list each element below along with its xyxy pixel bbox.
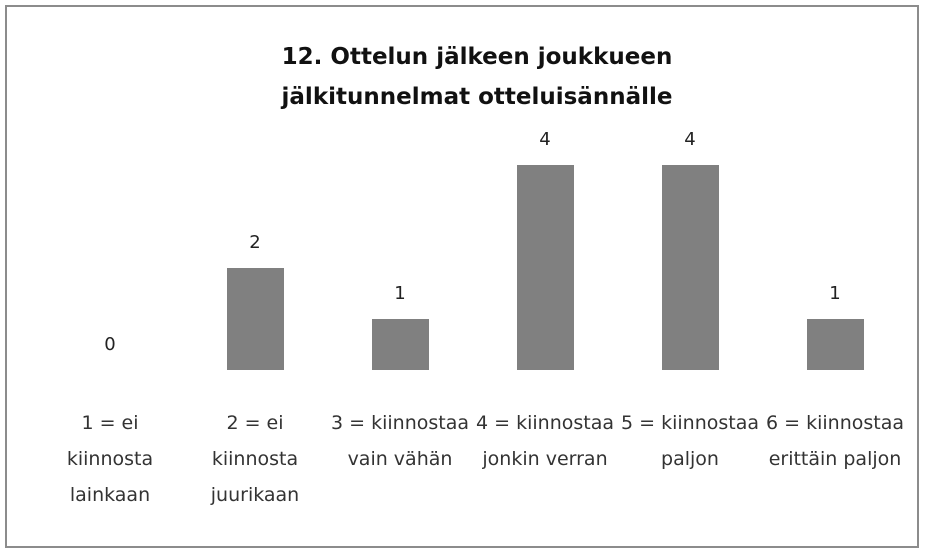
data-label: 4: [684, 129, 696, 150]
x-tick-label: 2 = ei kiinnosta juurikaan: [210, 412, 300, 506]
x-tick-label: 1 = ei kiinnosta lainkaan: [66, 412, 154, 506]
bar: [806, 318, 864, 370]
bar: [371, 318, 429, 370]
chart: 12. Ottelun jälkeen joukkueen jälkitunne…: [5, 5, 919, 548]
data-label: 0: [104, 334, 116, 355]
data-label: 1: [829, 282, 841, 304]
data-label: 2: [249, 231, 261, 253]
bar: [516, 165, 574, 370]
bar: [226, 267, 284, 370]
chart-title: 12. Ottelun jälkeen joukkueen jälkitunne…: [281, 44, 673, 110]
bar: [661, 165, 719, 370]
x-tick-label: 4 = kiinnostaa jonkin verran: [476, 412, 614, 470]
data-label: 1: [394, 282, 406, 304]
x-tick-label: 3 = kiinnostaa vain vähän: [331, 412, 469, 470]
x-tick-label: 5 = kiinnostaa paljon: [621, 412, 759, 470]
data-label: 4: [539, 129, 551, 150]
x-tick-label: 6 = kiinnostaa erittäin paljon: [766, 412, 904, 470]
